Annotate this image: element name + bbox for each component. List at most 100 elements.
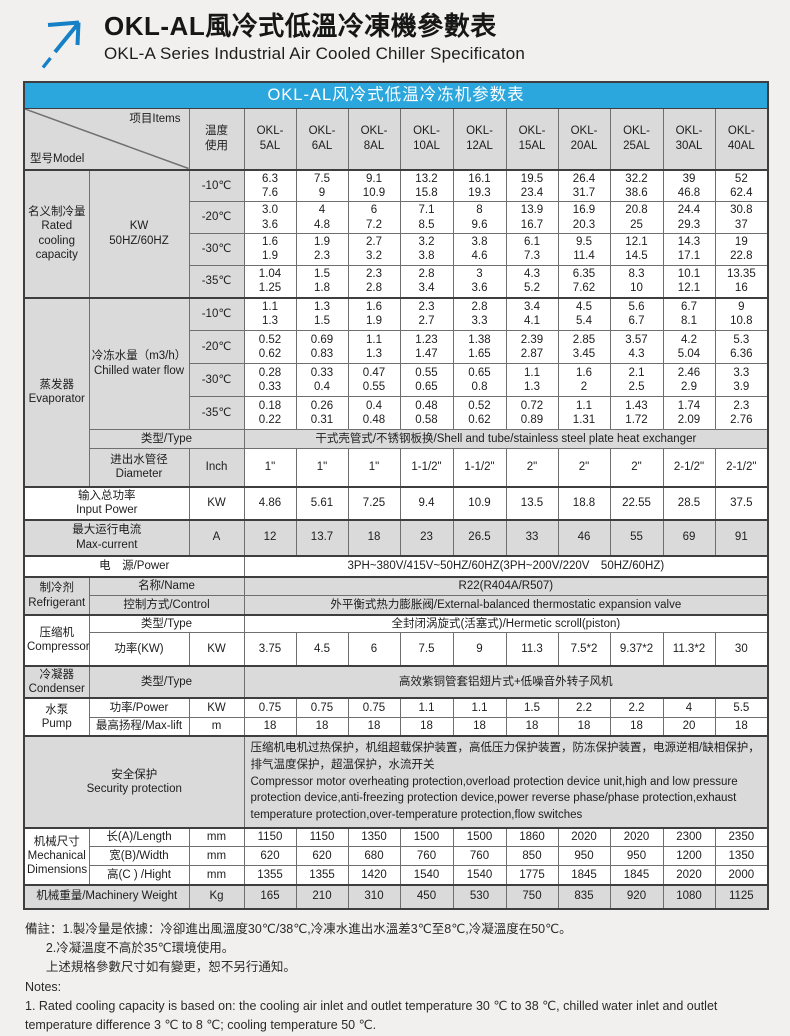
row-evap-flow-m35: -35℃ 0.18 0.22 0.26 0.31 0.4 0.48 0.48 0.58 0… xyxy=(24,396,769,430)
spec-table-body: 名义制冷量 Rated cooling capacity KW 50HZ/60HZ… xyxy=(23,168,769,910)
row-input-power-cell-3: 5.61 xyxy=(295,485,349,520)
corner-diagonal-line xyxy=(25,109,189,169)
row-evap-flow-m30-cell-8: 2.1 2.5 xyxy=(609,363,664,397)
page-title-en: OKL-A Series Industrial Air Cooled Chill… xyxy=(104,43,526,63)
temp-label-m35: -35℃ xyxy=(188,264,245,299)
row-diameter-cell-10: 2-1/2" xyxy=(662,448,716,487)
row-compressor-type: 压缩机 Compressor 类型/Type 全封闭涡旋式(活塞式)/Hermeti… xyxy=(23,613,769,666)
row-max-current-cell-5: 23 xyxy=(399,518,454,556)
row-rated-cooling-m35-cell-9: 10.1 12.1 xyxy=(662,264,716,299)
row-compressor-power-cell-8: 7.5*2 xyxy=(557,632,611,666)
row-pump-maxlift: 最高扬程/Max-lift m 18 18 18 18 18 18 18 18 20 18 xyxy=(24,716,769,737)
label-diameter: 进出水管径 Diameter xyxy=(88,448,190,487)
row-evap-flow-m10-cell-5: 1.6 1.9 xyxy=(347,296,401,331)
row-length-cell-9: 2020 xyxy=(557,826,611,848)
value-refrigerant-name: R22(R404A/R507) xyxy=(243,575,769,596)
corner-items-label: 项目Items xyxy=(129,113,181,125)
row-pump-maxlift-cell-5: 18 xyxy=(399,716,454,737)
row-rated-cooling-m30-cell-7: 9.5 11.4 xyxy=(557,233,611,266)
row-evap-flow-m10: 蒸发器 Evaporator 冷冻水量（m3/h） Chilled water f… xyxy=(23,296,769,487)
row-evap-flow-m10-cell-4: 1.3 1.5 xyxy=(295,296,349,331)
label-input-power: 输入总功率 Input Power xyxy=(23,485,190,520)
unit-length: mm xyxy=(188,826,245,848)
label-width: 宽(B)/Width xyxy=(88,846,190,867)
model-header-6: OKL- 20AL xyxy=(557,108,611,170)
row-diameter-cell-5: 1-1/2" xyxy=(399,448,454,487)
row-refrigerant-name: 制冷剂 Refrigerant 名称/Name R22(R404A/R507) xyxy=(23,575,769,615)
row-evap-flow-m35-cell-4: 0.48 0.58 xyxy=(399,396,454,430)
row-pump-power-cell-9: 2.2 xyxy=(557,697,611,718)
row-evap-flow-m35-cell-8: 1.43 1.72 xyxy=(609,396,664,430)
row-pump-maxlift-cell-2: 18 xyxy=(243,716,297,737)
notes: 備註：1.製冷量是依據：冷卻進出風溫度30℃/38℃,冷凍水進出水溫差3℃至8℃… xyxy=(25,920,767,1036)
label-max-current: 最大运行电流 Max-current xyxy=(23,518,190,556)
row-pump-power-cell-11: 4 xyxy=(662,697,716,718)
label-mechanical-dimensions: 机械尺寸 Mechanical Dimensions xyxy=(23,826,90,886)
row-width-cell-9: 950 xyxy=(609,846,664,867)
row-rated-cooling-m20-cell-2: 4 4.8 xyxy=(295,201,349,234)
row-max-current-cell-3: 13.7 xyxy=(295,518,349,556)
row-rated-cooling-m30: -30℃ 1.6 1.9 1.9 2.3 2.7 3.2 3.2 3.8 3.8 4.6 6… xyxy=(24,233,769,266)
unit-input-power: KW xyxy=(188,485,245,520)
row-width-cell-5: 760 xyxy=(399,846,454,867)
row-compressor-power-cell-4: 6 xyxy=(347,632,401,666)
row-input-power-cell-10: 28.5 xyxy=(662,485,716,520)
row-rated-cooling-m10-cell-5: 9.1 10.9 xyxy=(347,168,401,203)
row-pump-power-cell-8: 1.5 xyxy=(505,697,559,718)
row-max-current-cell-8: 46 xyxy=(557,518,611,556)
spec-table: OKL-AL风冷式低温冷冻机参数表 项目Items 型号Model 温度 使用 … xyxy=(23,81,770,910)
page-title-zh: OKL-AL風冷式低溫冷凍機參數表 xyxy=(104,11,497,41)
row-evap-flow-m35-cell-10: 2.3 2.76 xyxy=(714,396,769,430)
row-compressor-power-cell-9: 9.37*2 xyxy=(609,632,664,666)
page-header: OKL-AL風冷式低溫冷凍機參數表 OKL-A Series Industria… xyxy=(0,0,790,72)
row-evap-flow-m20-cell-10: 5.3 6.36 xyxy=(714,330,769,364)
row-rated-cooling-m30-cell-10: 19 22.8 xyxy=(714,233,769,266)
row-compressor-power: 功率(KW) KW 3.75 4.5 6 7.5 9 11.3 7.5*2 9.37*2 11.3*… xyxy=(24,632,769,666)
value-condenser-type: 高效紫铜管套铝翅片式+低噪音外转子风机 xyxy=(243,664,769,699)
label-pump-power: 功率/Power xyxy=(88,697,190,718)
row-diameter-cell-6: 1-1/2" xyxy=(452,448,507,487)
row-evap-flow-m35-cell-2: 0.26 0.31 xyxy=(295,396,349,430)
row-evap-flow-m20-cell-4: 1.23 1.47 xyxy=(399,330,454,364)
row-rated-cooling-m35-cell-2: 1.5 1.8 xyxy=(295,264,349,299)
note-line-3: Notes: xyxy=(25,979,62,994)
row-rated-cooling-m10-cell-9: 26.4 31.7 xyxy=(557,168,611,203)
row-width-cell-10: 1200 xyxy=(662,846,716,867)
row-rated-cooling-m20-cell-8: 20.8 25 xyxy=(609,201,664,234)
row-power-supply: 电 源/Power 3PH~380V/415V~50HZ/60HZ(3PH~200… xyxy=(23,554,769,577)
row-rated-cooling-m35-cell-10: 13.35 16 xyxy=(714,264,769,299)
row-weight-cell-7: 750 xyxy=(505,883,559,910)
row-rated-cooling-m30-cell-1: 1.6 1.9 xyxy=(243,233,297,266)
evap-temp-label-m35: -35℃ xyxy=(188,396,245,430)
row-evap-flow-m10-cell-12: 9 10.8 xyxy=(714,296,769,331)
row-compressor-power-cell-10: 11.3*2 xyxy=(662,632,716,666)
row-evap-flow-m20-cell-1: 0.52 0.62 xyxy=(243,330,297,364)
row-compressor-power-cell-5: 7.5 xyxy=(399,632,454,666)
row-evap-flow-m35-cell-9: 1.74 2.09 xyxy=(662,396,716,430)
row-diameter-cell-7: 2" xyxy=(505,448,559,487)
row-width-cell-6: 760 xyxy=(452,846,507,867)
row-evap-flow-m10-cell-7: 2.8 3.3 xyxy=(452,296,507,331)
model-header-8: OKL- 30AL xyxy=(662,108,716,170)
row-length-cell-12: 2350 xyxy=(714,826,769,848)
row-input-power-cell-4: 7.25 xyxy=(347,485,401,520)
label-compressor-power: 功率(KW) xyxy=(88,632,190,666)
row-compressor-power-cell-2: 3.75 xyxy=(243,632,297,666)
row-rated-cooling-m35-cell-6: 4.3 5.2 xyxy=(505,264,559,299)
label-refrigerant-name: 名称/Name xyxy=(88,575,245,596)
row-input-power: 输入总功率 Input Power KW 4.86 5.61 7.25 9.4 10.9 13… xyxy=(23,485,769,520)
row-width-cell-4: 680 xyxy=(347,846,401,867)
label-height: 高(C ) /Hight xyxy=(88,865,190,886)
unit-height: mm xyxy=(188,865,245,886)
row-evap-flow-m30-cell-7: 1.6 2 xyxy=(557,363,611,397)
label-refrigerant-control: 控制方式/Control xyxy=(88,595,245,615)
model-header-7: OKL- 25AL xyxy=(609,108,664,170)
row-rated-cooling-m35-cell-8: 8.3 10 xyxy=(609,264,664,299)
row-evap-flow-m20-cell-3: 1.1 1.3 xyxy=(347,330,401,364)
row-condenser: 冷凝器 Condenser 类型/Type 高效紫铜管套铝翅片式+低噪音外转子风机 xyxy=(23,664,769,699)
row-compressor-power-cell-3: 4.5 xyxy=(295,632,349,666)
value-security-protection: 压缩机电机过热保护，机组超载保护装置，高低压力保护装置，防冻保护装置，电源逆相/… xyxy=(243,735,769,829)
row-evap-flow-m20-cell-5: 1.38 1.65 xyxy=(452,330,507,364)
label-compressor: 压缩机 Compressor xyxy=(23,613,90,666)
row-pump-maxlift-cell-3: 18 xyxy=(295,716,349,737)
